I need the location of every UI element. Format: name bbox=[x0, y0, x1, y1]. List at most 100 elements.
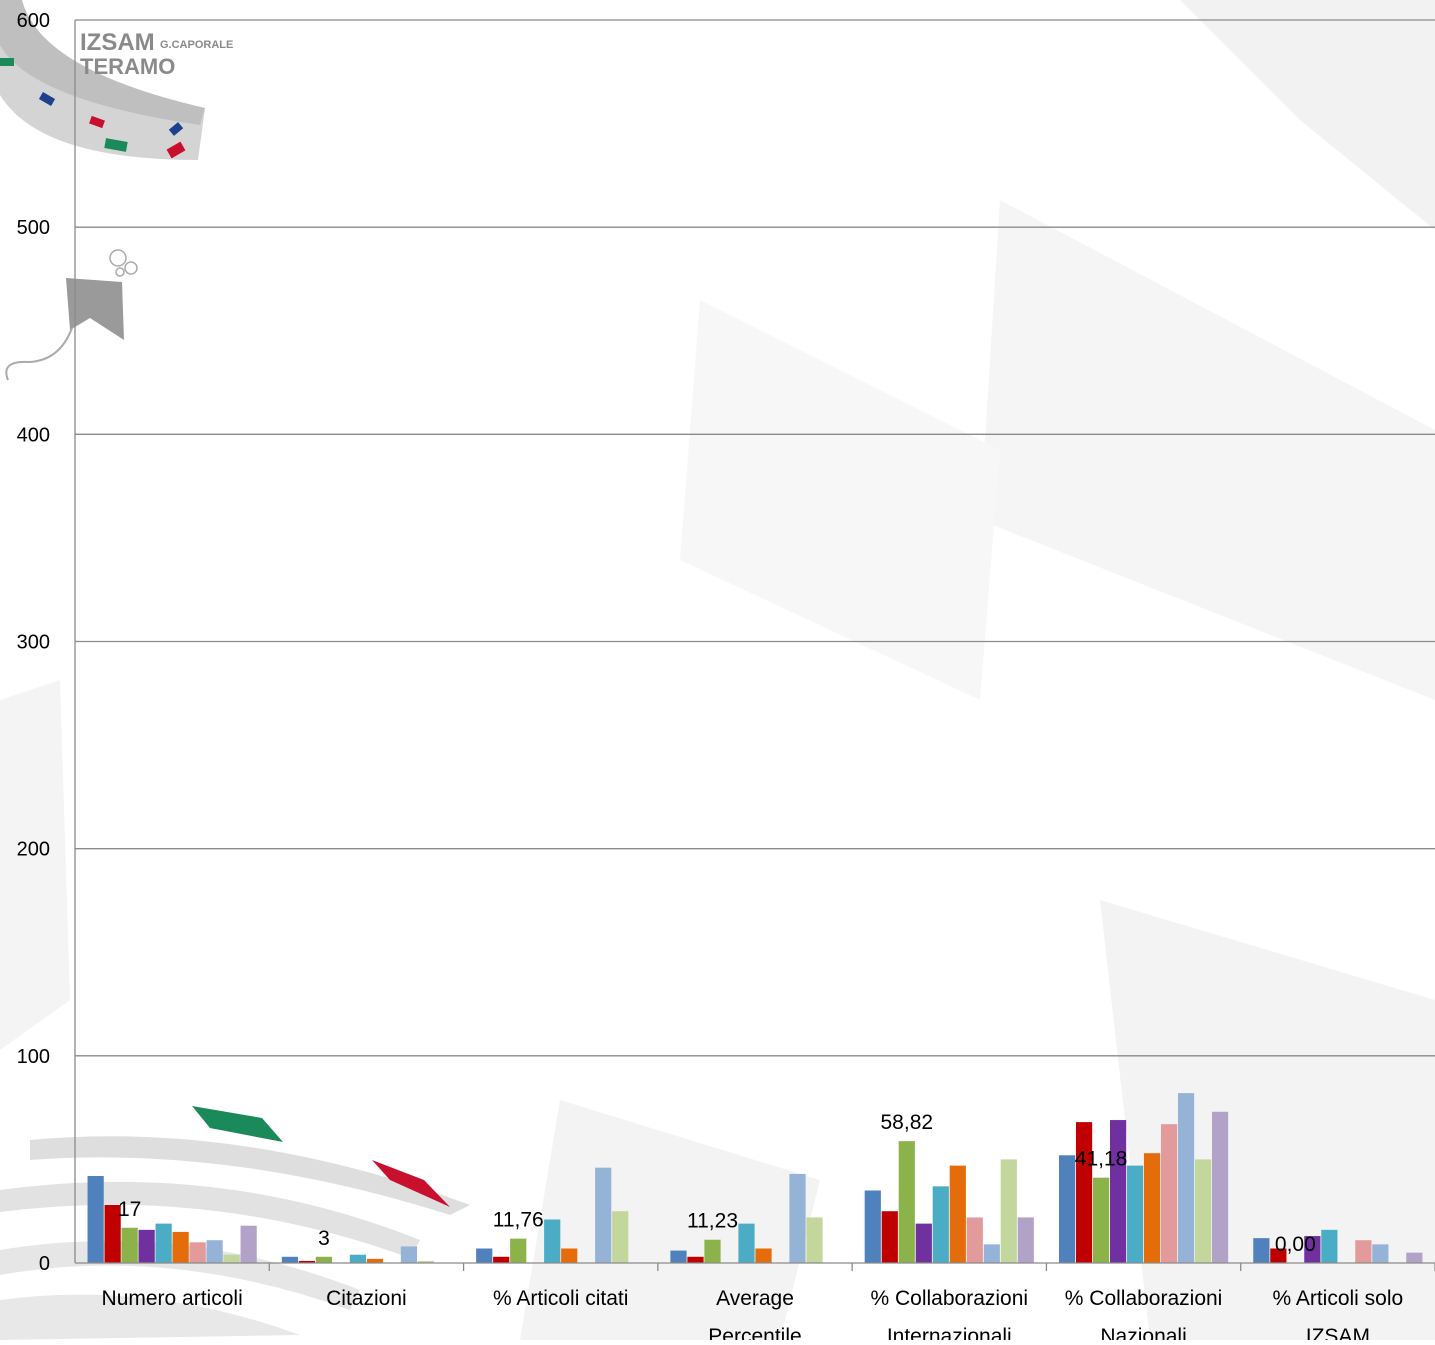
x-category-label: Average bbox=[716, 1287, 794, 1310]
bar bbox=[561, 1248, 578, 1263]
bar bbox=[281, 1256, 299, 1263]
stingray-icon bbox=[5, 249, 138, 381]
logo-city-text: TERAMO bbox=[80, 54, 175, 79]
bar bbox=[1355, 1240, 1372, 1263]
y-tick-label: 100 bbox=[17, 1046, 50, 1068]
y-tick-label: 300 bbox=[17, 632, 50, 654]
bar bbox=[1058, 1155, 1076, 1263]
bar bbox=[544, 1219, 561, 1263]
bar bbox=[510, 1238, 527, 1263]
watermark-band bbox=[1100, 900, 1435, 1340]
bar bbox=[1194, 1159, 1212, 1263]
bar bbox=[104, 1204, 121, 1263]
y-tick-label: 600 bbox=[17, 10, 50, 32]
axes bbox=[74, 20, 1435, 1271]
watermark-band bbox=[520, 1100, 820, 1340]
data-label: 17 bbox=[118, 1198, 141, 1221]
bottom-arc-decoration bbox=[0, 1294, 300, 1340]
bar bbox=[1304, 1236, 1321, 1263]
logo-main-text: IZSAM bbox=[80, 29, 155, 56]
x-category-label: Nazionali bbox=[1100, 1325, 1186, 1340]
x-category-label: % Collaborazioni bbox=[1065, 1287, 1223, 1310]
bar bbox=[932, 1186, 949, 1263]
logo-blue-tile-icon bbox=[38, 92, 56, 106]
bar bbox=[223, 1254, 240, 1263]
watermark-band bbox=[680, 300, 1000, 700]
data-label: 11,76 bbox=[493, 1209, 544, 1232]
bar bbox=[155, 1223, 172, 1263]
x-category-label: % Collaborazioni bbox=[870, 1287, 1028, 1310]
bar bbox=[1109, 1120, 1127, 1263]
bottom-arc-decoration bbox=[30, 1136, 470, 1215]
x-category-label: % Articoli citati bbox=[493, 1287, 628, 1310]
bar bbox=[1017, 1217, 1034, 1263]
bar bbox=[240, 1225, 257, 1263]
green-stripe-decoration bbox=[192, 1106, 283, 1142]
bottom-arc-decoration bbox=[0, 1181, 420, 1258]
bar bbox=[789, 1173, 806, 1263]
y-tick-label: 400 bbox=[17, 424, 50, 446]
bar bbox=[881, 1211, 898, 1263]
bar bbox=[476, 1248, 493, 1263]
bar bbox=[172, 1231, 189, 1263]
bar bbox=[915, 1223, 932, 1263]
data-label: 0,00 bbox=[1275, 1233, 1316, 1256]
logo-arc-icon bbox=[0, 0, 205, 125]
bar bbox=[1092, 1177, 1110, 1263]
bar bbox=[1253, 1238, 1270, 1263]
bar bbox=[87, 1175, 104, 1263]
x-category-label: Citazioni bbox=[326, 1287, 407, 1310]
bar bbox=[1177, 1093, 1195, 1263]
logo-blue-tile-icon bbox=[168, 122, 184, 136]
bar bbox=[898, 1141, 915, 1263]
bar bbox=[417, 1260, 435, 1263]
y-axis-tick-labels: 0 100 200 300 400 500 600 bbox=[17, 10, 50, 1275]
bar bbox=[1372, 1244, 1389, 1263]
bar bbox=[1126, 1165, 1144, 1263]
bar bbox=[595, 1167, 612, 1263]
bar bbox=[1270, 1248, 1287, 1263]
bar bbox=[493, 1256, 510, 1263]
bar bbox=[1211, 1111, 1229, 1263]
x-category-label: IZSAM bbox=[1306, 1325, 1370, 1340]
bar bbox=[1075, 1122, 1093, 1263]
x-category-label: Numero articoli bbox=[102, 1287, 243, 1310]
bar bbox=[366, 1258, 384, 1263]
bar bbox=[400, 1246, 418, 1263]
izsam-logo: IZSAM G.CAPORALE TERAMO bbox=[0, 0, 233, 160]
bar bbox=[1000, 1159, 1017, 1263]
bar bbox=[949, 1165, 966, 1263]
watermark-band bbox=[0, 680, 70, 1050]
gridlines bbox=[75, 19, 1435, 1057]
logo-red-tile-icon bbox=[89, 115, 105, 129]
bar bbox=[687, 1256, 704, 1263]
watermark-band bbox=[1180, 0, 1435, 230]
y-tick-label: 0 bbox=[39, 1253, 50, 1275]
y-tick-label: 500 bbox=[17, 217, 50, 239]
bar bbox=[121, 1227, 138, 1263]
x-category-label: Percentile bbox=[708, 1325, 801, 1340]
red-stripe-decoration bbox=[372, 1160, 450, 1207]
bar bbox=[298, 1260, 316, 1263]
x-category-label: Internazionali bbox=[887, 1325, 1012, 1340]
data-label: 11,23 bbox=[687, 1210, 738, 1233]
watermark-band bbox=[980, 200, 1435, 700]
data-label: 58,82 bbox=[881, 1111, 934, 1134]
logo-red-tile-icon bbox=[166, 141, 186, 159]
bar bbox=[1406, 1252, 1423, 1263]
x-category-label: % Articoli solo bbox=[1272, 1287, 1403, 1310]
bar bbox=[966, 1217, 983, 1263]
bar bbox=[806, 1217, 823, 1263]
bar bbox=[1160, 1124, 1178, 1263]
bar bbox=[738, 1223, 755, 1263]
bar bbox=[864, 1190, 881, 1263]
bar bbox=[206, 1240, 223, 1263]
bar bbox=[612, 1211, 629, 1263]
bar bbox=[1143, 1153, 1161, 1263]
data-label: 3 bbox=[318, 1227, 330, 1250]
data-labels: 17 3 11,76 11,23 58,82 41,18 0,00 bbox=[118, 1111, 1316, 1256]
bar bbox=[315, 1256, 333, 1263]
bar bbox=[670, 1250, 687, 1263]
